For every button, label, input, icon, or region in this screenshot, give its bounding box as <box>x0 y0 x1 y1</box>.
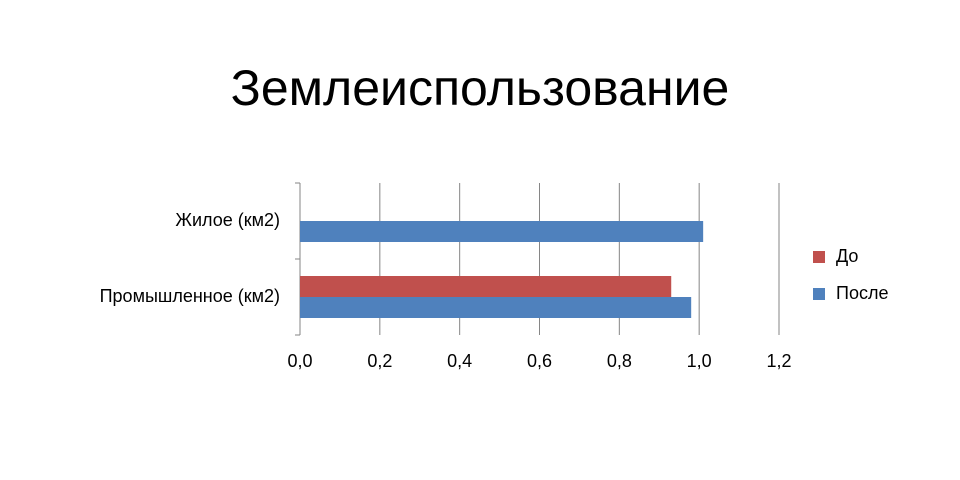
x-tick-label: 0,2 <box>367 351 392 371</box>
bar <box>300 297 692 318</box>
x-tick-label: 0,4 <box>447 351 472 371</box>
bar <box>300 276 672 297</box>
legend-swatch <box>813 251 825 263</box>
x-tick-label: 1,2 <box>766 351 791 371</box>
legend-swatch <box>813 288 825 300</box>
x-tick-label: 0,0 <box>287 351 312 371</box>
x-tick-label: 1,0 <box>687 351 712 371</box>
x-tick-label: 0,6 <box>527 351 552 371</box>
y-tick-label: Промышленное (км2) <box>100 286 280 306</box>
chart-title: Землеиспользование <box>231 60 730 116</box>
x-tick-label: 0,8 <box>607 351 632 371</box>
legend-label: После <box>836 283 888 303</box>
legend-label: До <box>836 246 858 266</box>
y-tick-label: Жилое (км2) <box>175 210 280 230</box>
bar <box>300 221 704 242</box>
